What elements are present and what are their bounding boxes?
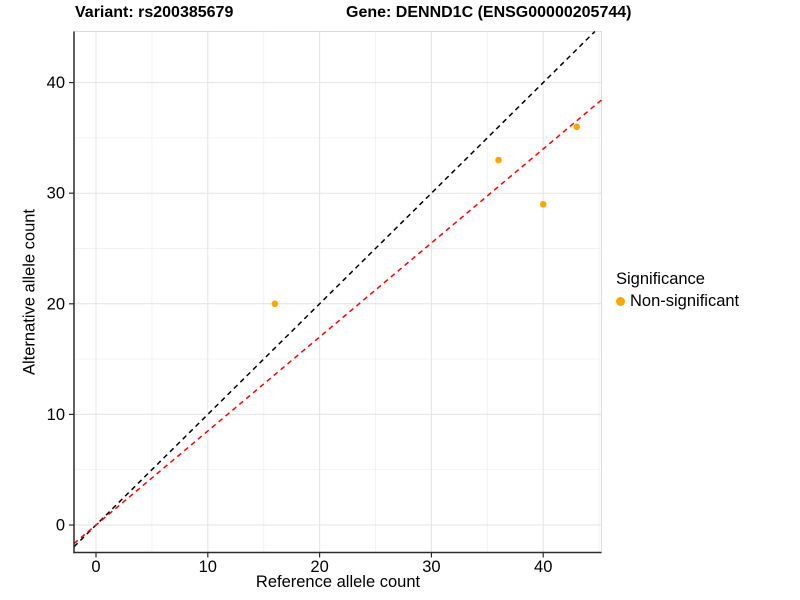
variant-title: Variant: rs200385679 (75, 4, 234, 21)
x-tick-label: 0 (91, 558, 100, 576)
data-point (271, 300, 279, 308)
legend-title: Significance (616, 270, 705, 288)
legend: Significance Non-significant (616, 270, 739, 311)
y-axis-title: Alternative allele count (20, 208, 39, 376)
x-tick-label: 20 (310, 558, 328, 576)
gene-title: Gene: DENND1C (ENSG00000205744) (346, 4, 632, 21)
data-point (539, 200, 547, 208)
y-tick-label: 0 (56, 517, 65, 535)
legend-item-label: Non-significant (630, 292, 740, 310)
fitted-ratio-line (73, 99, 602, 545)
y-tick-label: 40 (47, 74, 65, 92)
x-tick-label: 30 (422, 558, 440, 576)
data-point (495, 156, 502, 164)
x-tick-label: 10 (199, 558, 217, 576)
legend-point-icon (616, 297, 625, 306)
legend-item-non-significant: Non-significant (616, 292, 739, 311)
plot-panel (73, 31, 602, 553)
data-point (573, 123, 581, 131)
y-tick-label: 30 (47, 185, 65, 203)
y-tick-label: 20 (47, 295, 65, 313)
y-tick-label: 10 (47, 406, 65, 424)
x-tick-label: 40 (534, 558, 552, 576)
x-axis-title: Reference allele count (255, 573, 421, 591)
